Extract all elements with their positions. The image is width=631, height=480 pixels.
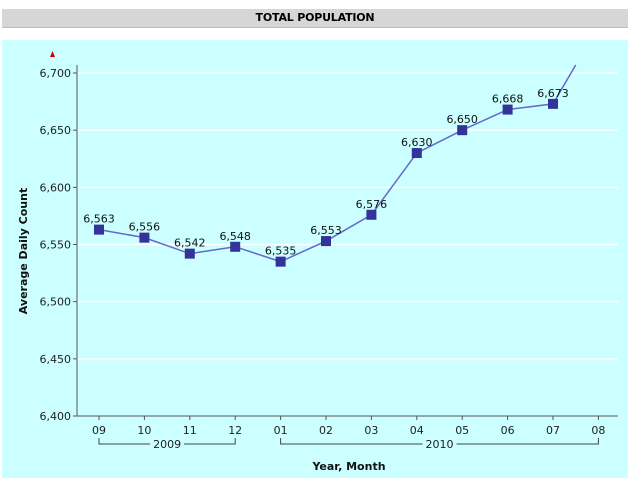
data-label: 6,535 <box>265 245 297 258</box>
x-tick-label: 06 <box>501 424 515 437</box>
y-tick-label: 6,550 <box>40 239 72 252</box>
series-line-path <box>98 64 577 263</box>
y-tick-label: 6,650 <box>40 124 72 137</box>
data-markers <box>94 98 558 267</box>
data-point-marker <box>457 125 468 136</box>
data-point-marker <box>548 98 558 109</box>
x-tick-label: 02 <box>319 424 333 437</box>
year-group-label: 2010 <box>426 438 454 451</box>
data-point-marker <box>94 224 104 235</box>
gridlines <box>77 72 618 360</box>
y-tick-label: 6,400 <box>40 410 72 423</box>
x-axis-title: Year, Month <box>311 460 385 473</box>
y-tick-labels: 6,400 6,450 6,500 6,550 6,600 6,650 6,700 <box>40 67 72 423</box>
data-labels: 6,563 6,556 6,542 6,548 6,535 6,553 6,576 6,630… <box>83 87 569 258</box>
data-label: 6,630 <box>401 136 433 149</box>
data-point-marker <box>502 104 513 115</box>
x-group-brackets: 2009 2010 <box>98 438 599 451</box>
scroll-up-arrow-icon[interactable] <box>50 51 55 57</box>
year-bracket <box>280 438 599 445</box>
x-tick-label: 01 <box>274 424 288 437</box>
data-point-marker <box>139 232 150 243</box>
data-label: 6,576 <box>356 198 388 211</box>
x-tick-label: 08 <box>591 424 605 437</box>
data-label: 6,668 <box>492 93 524 106</box>
year-group-label: 2009 <box>153 438 181 451</box>
data-label: 6,542 <box>174 237 206 250</box>
data-point-marker <box>184 248 195 259</box>
data-label: 6,548 <box>219 230 251 243</box>
data-point-marker <box>366 209 377 220</box>
x-tick-label: 05 <box>455 424 469 437</box>
x-tick-label: 11 <box>183 424 197 437</box>
data-label: 6,650 <box>446 113 478 126</box>
x-tick-label: 10 <box>137 424 151 437</box>
y-axis-title: Average Daily Count <box>17 188 30 314</box>
chart-title: TOTAL POPULATION <box>2 9 628 28</box>
x-tick-label: 07 <box>546 424 560 437</box>
y-tick-label: 6,700 <box>40 67 72 80</box>
data-label: 6,673 <box>537 87 569 100</box>
series-line <box>98 64 577 263</box>
data-point-marker <box>275 256 286 267</box>
line-chart: 6,400 6,450 6,500 6,550 6,600 6,650 6,700 09 10… <box>17 51 618 473</box>
data-label: 6,556 <box>129 221 161 234</box>
axes <box>73 65 618 420</box>
year-bracket <box>98 438 236 445</box>
data-point-marker <box>321 236 331 247</box>
data-point-marker <box>411 148 422 159</box>
data-label: 6,553 <box>310 224 342 237</box>
chart-panel: 6,400 6,450 6,500 6,550 6,600 6,650 6,700 09 10… <box>2 40 628 478</box>
x-tick-label: 09 <box>92 424 106 437</box>
x-tick-labels: 09 10 11 12 01 02 03 04 05 06 07 08 <box>92 424 605 437</box>
data-label: 6,563 <box>83 213 115 226</box>
x-tick-label: 04 <box>410 424 424 437</box>
y-tick-label: 6,500 <box>40 296 72 309</box>
y-tick-label: 6,450 <box>40 353 72 366</box>
y-tick-label: 6,600 <box>40 181 72 194</box>
x-tick-label: 03 <box>364 424 378 437</box>
data-point-marker <box>230 241 241 252</box>
x-tick-label: 12 <box>228 424 242 437</box>
